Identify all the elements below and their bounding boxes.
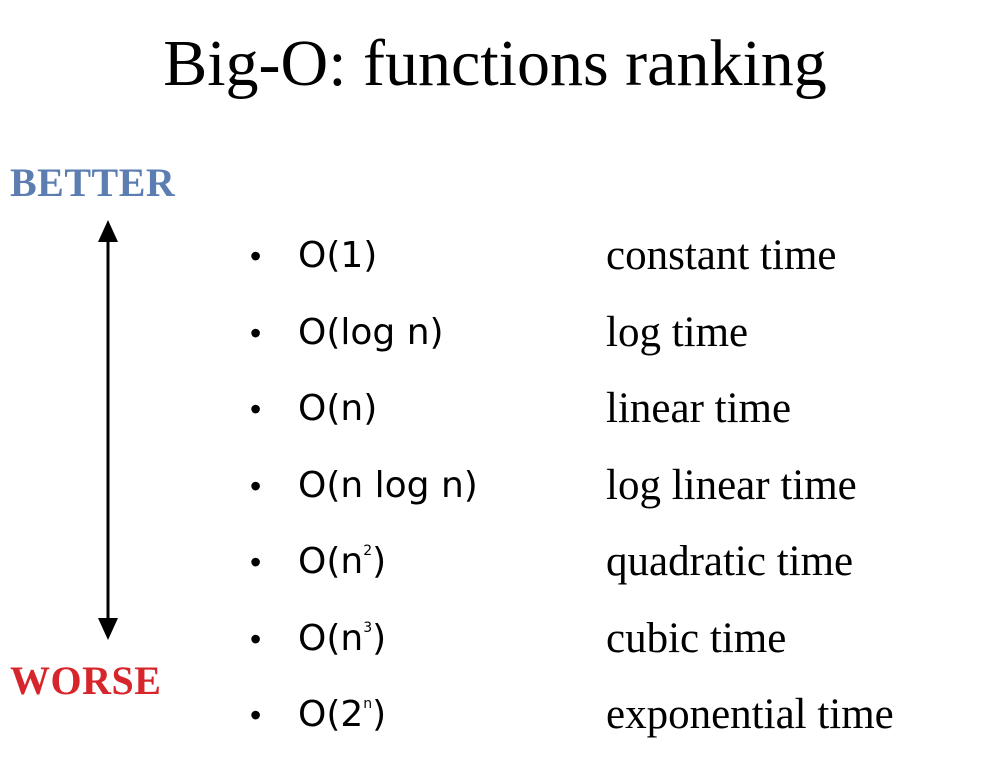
exponent: 2: [363, 543, 373, 559]
complexity-notation: O(n): [298, 388, 378, 429]
ranking-item-exponential: • O(2n) exponential time: [250, 687, 970, 764]
complexity-description: log time: [606, 308, 749, 356]
better-label: BETTER: [10, 160, 176, 205]
complexity-notation: O(log n): [298, 311, 444, 353]
complexity-notation: O(n log n): [298, 464, 478, 506]
complexity-notation: O(2n): [298, 694, 387, 735]
bullet-icon: •: [250, 238, 262, 274]
slide-title: Big-O: functions ranking: [163, 27, 827, 100]
ranking-item-cubic: • O(n3) cubic time: [250, 611, 970, 688]
complexity-description: constant time: [606, 232, 837, 279]
bullet-icon: •: [250, 391, 262, 427]
bullet-icon: •: [250, 314, 262, 351]
exponent: n: [363, 696, 373, 712]
bullet-icon: •: [250, 544, 262, 580]
complexity-description: cubic time: [606, 614, 787, 662]
bullet-icon: •: [250, 467, 262, 504]
bullet-icon: •: [250, 620, 262, 657]
complexity-description: linear time: [606, 385, 792, 432]
complexity-notation: O(1): [298, 235, 378, 276]
ranking-item-quadratic: • O(n2) quadratic time: [250, 534, 970, 611]
worse-label: WORSE: [10, 658, 162, 703]
bullet-icon: •: [250, 697, 262, 733]
complexity-description: log linear time: [606, 461, 857, 509]
ranking-item-log: • O(log n) log time: [250, 305, 970, 382]
exponent: 3: [363, 619, 373, 636]
ranking-item-log-linear: • O(n log n) log linear time: [250, 458, 970, 535]
ranking-list: • O(1) constant time • O(log n) log time…: [250, 228, 970, 764]
ranking-item-linear: • O(n) linear time: [250, 381, 970, 458]
complexity-description: exponential time: [606, 691, 894, 738]
ranking-item-constant: • O(1) constant time: [250, 228, 970, 305]
complexity-notation: O(n3): [298, 617, 387, 659]
double-headed-vertical-arrow-icon: [98, 220, 118, 640]
complexity-notation: O(n2): [298, 541, 387, 582]
complexity-description: quadratic time: [606, 538, 854, 585]
